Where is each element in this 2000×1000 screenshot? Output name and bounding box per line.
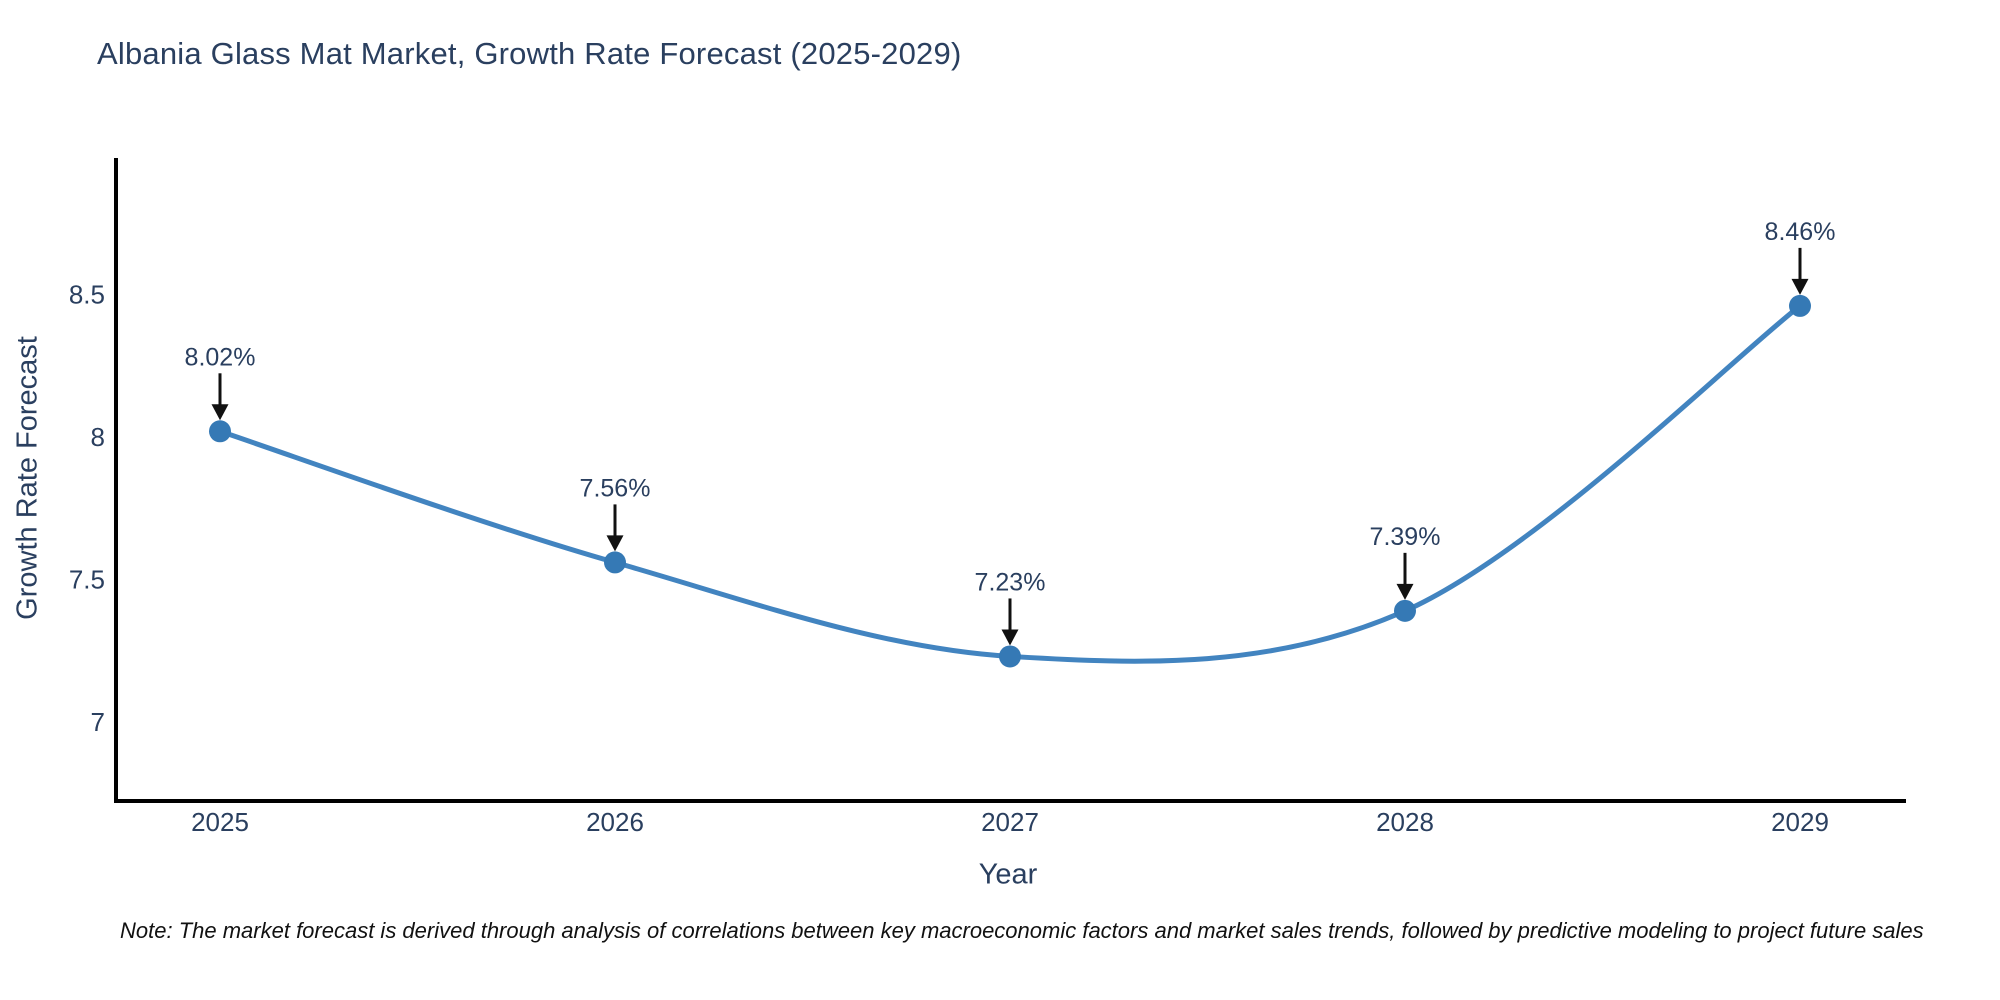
x-axis-title: Year xyxy=(978,858,1038,891)
y-tick-label: 8 xyxy=(91,422,105,452)
data-point-label: 8.46% xyxy=(1765,218,1836,246)
data-point-marker xyxy=(209,420,231,443)
data-point-label: 7.56% xyxy=(580,474,651,502)
x-tick-label: 2029 xyxy=(1771,807,1829,837)
data-point-label: 8.02% xyxy=(185,343,256,371)
footnote: Note: The market forecast is derived thr… xyxy=(120,918,1924,943)
x-tick-label: 2026 xyxy=(586,807,644,837)
y-axis-title: Growth Rate Forecast xyxy=(11,336,44,620)
annotation-arrow-head xyxy=(1791,278,1809,295)
x-tick-label: 2028 xyxy=(1376,807,1434,837)
annotation-arrow-head xyxy=(606,535,624,552)
data-point-marker xyxy=(604,551,626,574)
y-tick-label: 7 xyxy=(91,707,105,737)
annotation-arrow-head xyxy=(211,404,229,421)
annotation-arrow-head xyxy=(1396,583,1414,600)
x-tick-label: 2025 xyxy=(191,807,249,837)
data-point-marker xyxy=(999,645,1021,668)
chart-title: Albania Glass Mat Market, Growth Rate Fo… xyxy=(97,36,962,71)
y-tick-label: 8.5 xyxy=(69,280,105,310)
data-point-label: 7.39% xyxy=(1370,523,1441,551)
data-point-label: 7.23% xyxy=(975,568,1046,596)
x-tick-label: 2027 xyxy=(981,807,1039,837)
y-tick-label: 7.5 xyxy=(69,565,105,595)
data-point-marker xyxy=(1394,599,1416,622)
data-point-marker xyxy=(1789,294,1811,317)
annotation-arrow-head xyxy=(1001,629,1019,646)
